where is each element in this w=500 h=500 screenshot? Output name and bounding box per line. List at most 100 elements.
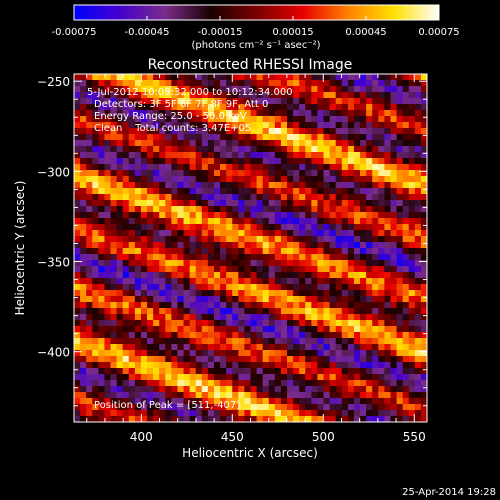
heatmap-cell (220, 128, 227, 135)
heatmap-cell (171, 296, 178, 303)
heatmap-cell (92, 284, 99, 291)
heatmap-cell (92, 368, 99, 375)
heatmap-cell (299, 224, 306, 231)
heatmap-cell (244, 278, 251, 285)
heatmap-cell (220, 242, 227, 249)
heatmap-cell (134, 362, 142, 369)
heatmap-cell (177, 152, 185, 159)
heatmap-cell (262, 194, 270, 201)
heatmap-cell (207, 380, 215, 387)
heatmap-cell (414, 218, 422, 225)
heatmap-cell (244, 362, 251, 369)
heatmap-cell (207, 230, 215, 237)
heatmap-cell (220, 116, 227, 123)
heatmap-cell (341, 308, 349, 315)
heatmap-cell (189, 134, 197, 141)
heatmap-cell (177, 260, 185, 267)
heatmap-cell (408, 338, 416, 345)
heatmap-cell (177, 218, 185, 225)
heatmap-cell (189, 362, 197, 369)
heatmap-cell (378, 332, 385, 339)
heatmap-cell (250, 212, 258, 219)
heatmap-cell (347, 290, 355, 297)
heatmap-cell (341, 416, 349, 422)
heatmap-cell (171, 398, 178, 405)
heatmap-cell (98, 344, 105, 351)
heatmap-cell (250, 110, 258, 117)
heatmap-cell (244, 188, 251, 195)
heatmap-cell (347, 224, 355, 231)
heatmap-cell (232, 200, 239, 207)
heatmap-cell (341, 242, 349, 249)
heatmap-cell (329, 128, 337, 135)
heatmap-cell (250, 308, 258, 315)
heatmap-cell (323, 158, 331, 165)
heatmap-cell (353, 188, 361, 195)
heatmap-cell (341, 272, 349, 279)
heatmap-cell (86, 284, 93, 291)
heatmap-cell (390, 242, 398, 249)
heatmap-cell (110, 134, 118, 141)
heatmap-cell (347, 284, 355, 291)
heatmap-cell (274, 212, 282, 219)
heatmap-cell (293, 74, 300, 81)
heatmap-cell (287, 356, 294, 363)
heatmap-cell (378, 224, 385, 231)
heatmap-cell (274, 242, 282, 249)
heatmap-cell (408, 116, 416, 123)
heatmap-cell (390, 272, 398, 279)
heatmap-cell (201, 92, 209, 99)
heatmap-cell (287, 74, 294, 81)
heatmap-cell (396, 290, 404, 297)
heatmap-cell (396, 356, 404, 363)
heatmap-cell (299, 200, 306, 207)
heatmap-cell (414, 116, 422, 123)
heatmap-cell (183, 332, 191, 339)
heatmap-cell (92, 236, 99, 243)
heatmap-cell (104, 290, 112, 297)
heatmap-cell (390, 284, 398, 291)
heatmap-cell (360, 302, 367, 309)
heatmap-cell (299, 344, 306, 351)
heatmap-cell (183, 272, 191, 279)
heatmap-cell (329, 122, 337, 129)
heatmap-cell (299, 368, 306, 375)
heatmap-cell (165, 176, 172, 183)
heatmap-cell (122, 404, 130, 411)
heatmap-cell (98, 392, 105, 399)
annotation-clean-counts: Clean Total counts: 3.47E+05 (94, 123, 251, 134)
heatmap-cell (402, 74, 410, 81)
heatmap-cell (244, 224, 251, 231)
heatmap-cell (341, 374, 349, 381)
heatmap-cell (268, 368, 276, 375)
heatmap-cell (201, 266, 209, 273)
heatmap-cell (293, 242, 300, 249)
heatmap-cell (232, 362, 239, 369)
heatmap-cell (402, 152, 410, 159)
heatmap-cell (140, 116, 148, 123)
heatmap-cell (305, 176, 312, 183)
heatmap-cell (140, 368, 148, 375)
heatmap-cell (128, 332, 136, 339)
heatmap-cell (244, 134, 251, 141)
heatmap-cell (189, 368, 197, 375)
heatmap-cell (408, 176, 416, 183)
heatmap-cell (147, 230, 154, 237)
heatmap-cell (122, 188, 130, 195)
heatmap-cell (408, 164, 416, 171)
heatmap-cell (226, 152, 233, 159)
heatmap-cell (408, 266, 416, 273)
heatmap-cell (244, 116, 251, 123)
heatmap-cell (293, 122, 300, 129)
heatmap-cell (329, 116, 337, 123)
heatmap-cell (372, 206, 379, 213)
heatmap-cell (366, 122, 373, 129)
heatmap-cell (323, 146, 331, 153)
heatmap-cell (171, 308, 178, 315)
heatmap-cell (116, 146, 124, 153)
heatmap-cell (238, 116, 245, 123)
heatmap-cell (329, 80, 337, 87)
heatmap-cell (226, 356, 233, 363)
heatmap-cell (280, 296, 288, 303)
heatmap-cell (238, 338, 245, 345)
